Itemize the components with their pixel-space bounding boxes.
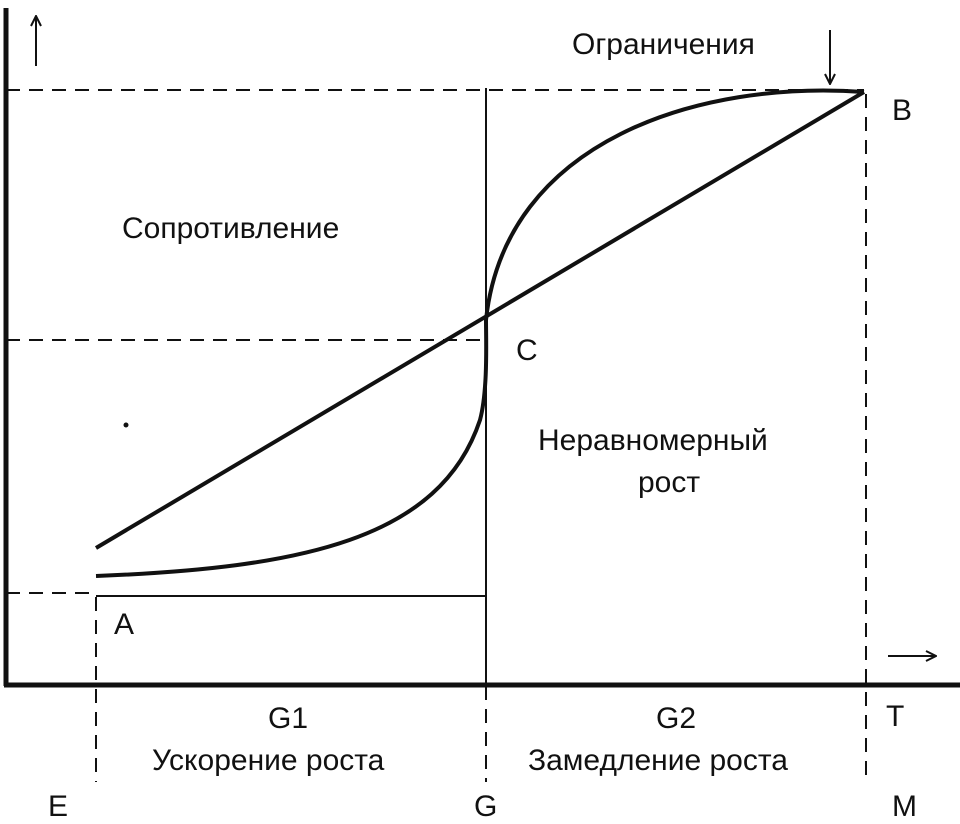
linear-growth-line bbox=[94, 90, 866, 550]
stray-dot bbox=[123, 422, 129, 428]
point-m-label: M bbox=[892, 790, 917, 823]
point-a-label: A bbox=[114, 608, 134, 641]
point-b-label: B bbox=[892, 94, 912, 127]
point-g-label: G bbox=[474, 790, 497, 823]
g1-label: G1 bbox=[268, 702, 308, 735]
point-e-label: E bbox=[48, 790, 68, 823]
resistance-label: Сопротивление bbox=[122, 212, 339, 245]
dashed-guides bbox=[6, 89, 867, 782]
s-growth-curve bbox=[95, 88, 865, 578]
point-t-label: T bbox=[886, 700, 904, 733]
point-c-label: C bbox=[516, 334, 538, 367]
deceleration-label: Замедление роста bbox=[528, 744, 788, 777]
uneven-growth-label-line1: Неравномерный bbox=[538, 424, 768, 457]
acceleration-label: Ускорение роста bbox=[152, 744, 385, 777]
g2-label: G2 bbox=[656, 702, 696, 735]
uneven-growth-label-line2: рост bbox=[638, 466, 700, 499]
constraints-label: Ограничения bbox=[572, 28, 755, 61]
